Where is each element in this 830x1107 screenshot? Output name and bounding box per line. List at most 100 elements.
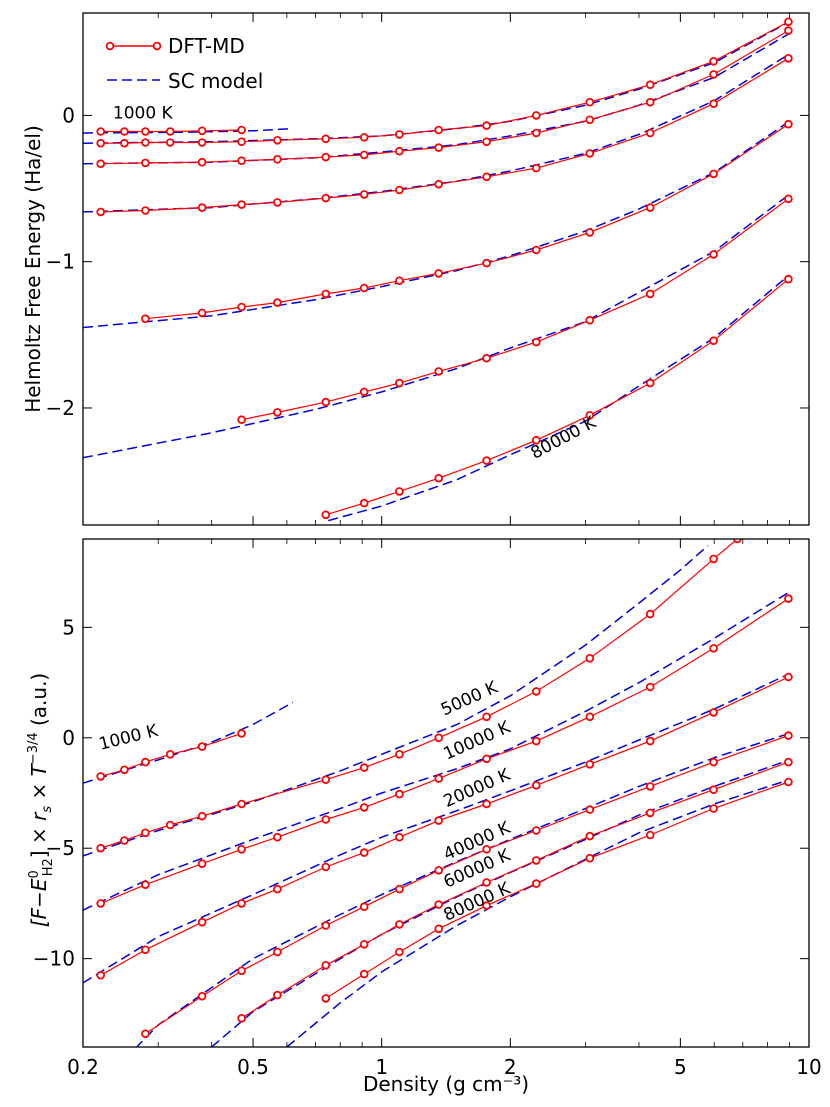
bottom-sc-line-40000k — [135, 732, 790, 1047]
bottom-sc-line-80000k — [286, 778, 790, 1047]
bottom-sc-line-20000k — [83, 673, 790, 984]
top-dft-point-40000k — [359, 283, 369, 293]
top-plot-frame — [82, 12, 810, 526]
x-axis-label: Density (g cm⁻³) — [363, 1072, 529, 1096]
bottom-y-tick-label: −5 — [46, 836, 75, 860]
bottom-dft-point-10000k — [321, 815, 331, 824]
top-dft-point-5000k — [709, 56, 718, 66]
bottom-dft-point-40000k — [141, 1029, 150, 1038]
bottom-dft-point-5000k — [120, 836, 129, 845]
bottom-dft-point-60000k — [321, 960, 331, 970]
bottom-dft-point-5000k — [585, 653, 595, 663]
bottom-dft-point-20000k — [321, 862, 331, 872]
top-dft-point-10000k — [273, 155, 282, 164]
bottom-dft-point-10000k — [585, 712, 595, 722]
bottom-dft-point-40000k — [237, 966, 246, 976]
bottom-dft-point-60000k — [359, 939, 369, 949]
bottom-y-tick-label: 5 — [62, 615, 75, 639]
top-dft-point-40000k — [395, 276, 404, 286]
x-tick-label: 0.2 — [67, 1055, 99, 1079]
top-dft-point-40000k — [709, 169, 718, 179]
bottom-dft-point-20000k — [645, 736, 655, 746]
bottom-dft-line-80000k — [325, 781, 789, 999]
bottom-dft-point-5000k — [141, 828, 150, 838]
bottom-dft-point-1000k — [96, 772, 105, 781]
top-dft-point-5000k — [120, 138, 129, 148]
bottom-dft-point-10000k — [395, 789, 404, 799]
top-dft-point-20000k — [482, 172, 491, 182]
bottom-dft-point-40000k — [784, 731, 793, 740]
bottom-dft-point-5000k — [359, 763, 369, 772]
bottom-dft-point-20000k — [141, 945, 150, 955]
top-dft-point-5000k — [237, 137, 246, 147]
bottom-dft-point-5000k — [165, 820, 175, 830]
top-y-tick-label: −2 — [46, 396, 75, 420]
bottom-dft-point-20000k — [197, 917, 207, 927]
bottom-dft-point-10000k — [96, 899, 105, 908]
top-dft-point-20000k — [585, 149, 595, 158]
top-dft-point-20000k — [273, 198, 282, 207]
bottom-dft-point-80000k — [482, 901, 491, 910]
top-sc-line-40000k — [83, 120, 790, 329]
top-dft-point-80000k — [434, 473, 444, 483]
bottom-dft-point-60000k — [585, 831, 595, 841]
bottom-dft-point-10000k — [482, 754, 491, 764]
top-dft-point-5000k — [359, 133, 369, 142]
legend: DFT-MD SC model — [105, 34, 263, 93]
bottom-dft-point-5000k — [197, 811, 207, 821]
bottom-dft-point-1000k — [141, 757, 150, 767]
bottom-sc-line-1000k — [83, 701, 294, 784]
top-y-tick-label: 0 — [62, 103, 75, 127]
x-tick-label: 0.5 — [237, 1055, 269, 1079]
bottom-dft-line-60000k — [241, 761, 789, 1019]
bottom-y-tick-label: −10 — [33, 947, 75, 971]
bottom-dft-line-40000k — [145, 735, 789, 1035]
top-dft-point-10000k — [531, 128, 541, 138]
bottom-dft-point-5000k — [645, 609, 655, 619]
top-annotation-1000k: 1000 K — [113, 103, 174, 123]
bottom-dft-point-80000k — [395, 947, 404, 957]
bottom-dft-point-60000k — [434, 900, 444, 909]
bottom-dft-point-5000k — [709, 554, 718, 564]
legend-dft-label: DFT-MD — [168, 34, 245, 58]
top-y-tick-label: −1 — [46, 250, 75, 274]
x-tick-label: 2 — [504, 1055, 517, 1079]
bottom-dft-point-1000k — [165, 749, 175, 759]
bottom-dft-point-60000k — [482, 878, 491, 887]
top-dft-point-60000k — [585, 315, 595, 325]
top-dft-point-80000k — [784, 274, 793, 284]
bottom-dft-point-80000k — [709, 804, 718, 813]
bottom-dft-point-1000k — [237, 729, 246, 738]
bottom-dft-point-40000k — [197, 991, 207, 1001]
top-dft-point-20000k — [784, 53, 793, 63]
top-dft-point-60000k — [273, 408, 282, 417]
top-dft-point-20000k — [359, 190, 369, 199]
top-dft-point-10000k — [237, 156, 246, 166]
top-dft-point-5000k — [273, 136, 282, 145]
top-dft-point-60000k — [434, 367, 444, 376]
bottom-dft-point-40000k — [321, 921, 331, 930]
top-dft-point-80000k — [359, 498, 369, 508]
bottom-series-group — [83, 539, 793, 1047]
top-dft-point-10000k — [434, 143, 444, 152]
top-dft-point-5000k — [585, 97, 595, 107]
top-dft-point-80000k — [395, 487, 404, 496]
bottom-dft-line-5000k — [100, 539, 738, 849]
top-dft-line-40000k — [145, 123, 789, 320]
bottom-dft-point-10000k — [531, 736, 541, 746]
top-dft-point-10000k — [96, 159, 105, 169]
bottom-dft-point-1000k — [197, 742, 207, 751]
bottom-dft-point-20000k — [709, 708, 718, 717]
bottom-annotation-10000k: 10000 K — [441, 717, 514, 764]
bottom-dft-point-5000k — [531, 687, 541, 696]
top-dft-point-60000k — [395, 378, 404, 388]
bottom-dft-point-5000k — [321, 775, 331, 784]
top-dft-point-40000k — [141, 314, 150, 324]
top-dft-point-40000k — [531, 245, 541, 255]
bottom-dft-point-60000k — [273, 990, 282, 1000]
top-dft-point-40000k — [434, 269, 444, 278]
bottom-dft-point-10000k — [197, 859, 207, 868]
bottom-dft-point-20000k — [273, 884, 282, 894]
